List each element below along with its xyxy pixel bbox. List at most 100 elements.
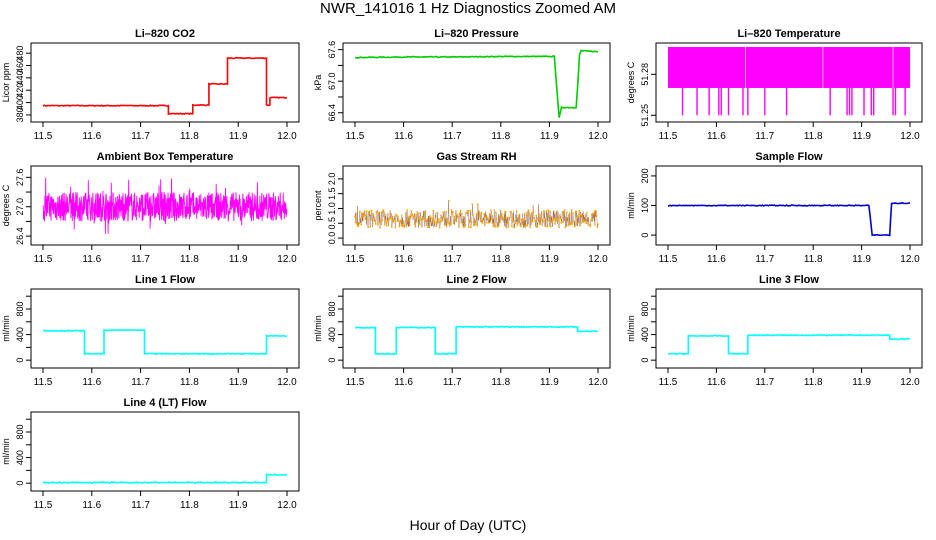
y-tick-label: 1.0 bbox=[327, 202, 337, 215]
series-point bbox=[402, 220, 405, 222]
series-point bbox=[358, 222, 361, 225]
x-tick-label: 11.6 bbox=[82, 131, 101, 142]
x-tick-label: 11.6 bbox=[394, 377, 413, 388]
series-point bbox=[408, 224, 411, 227]
series-point bbox=[419, 216, 422, 219]
x-tick-label: 11.5 bbox=[346, 131, 365, 142]
y-tick-label: 440 bbox=[15, 70, 25, 85]
panel-title: Li–820 Temperature bbox=[737, 28, 840, 40]
series-point bbox=[406, 219, 409, 222]
series-point bbox=[379, 219, 382, 222]
series-point bbox=[580, 214, 583, 217]
series-point bbox=[481, 222, 484, 224]
series-point bbox=[381, 219, 383, 222]
series-line bbox=[42, 473, 288, 484]
x-tick-label: 11.8 bbox=[804, 377, 823, 388]
series-point bbox=[561, 220, 563, 223]
panel-title: Li–820 CO2 bbox=[135, 28, 195, 40]
series-point bbox=[443, 223, 446, 226]
series-point bbox=[595, 210, 597, 213]
series-point bbox=[589, 225, 592, 228]
x-tick-label: 11.8 bbox=[491, 131, 510, 142]
series-point bbox=[359, 217, 362, 220]
series-point bbox=[397, 215, 399, 218]
series-point bbox=[463, 226, 465, 229]
series-point bbox=[376, 211, 379, 214]
series-point bbox=[545, 209, 548, 212]
series-point bbox=[413, 223, 416, 226]
series-point bbox=[458, 212, 461, 215]
series-point bbox=[438, 226, 441, 229]
y-tick-label: 460 bbox=[15, 58, 25, 73]
series-point bbox=[447, 199, 450, 202]
series-point bbox=[548, 215, 551, 218]
series-point bbox=[497, 225, 500, 227]
series-point bbox=[472, 224, 475, 227]
series-point bbox=[511, 225, 513, 228]
series-point bbox=[540, 217, 542, 219]
series-point bbox=[520, 218, 523, 221]
series-point bbox=[364, 218, 367, 221]
series-point bbox=[451, 213, 454, 215]
x-tick-label: 12.0 bbox=[277, 254, 297, 265]
x-tick-label: 11.8 bbox=[804, 254, 823, 265]
y-axis-label: ml/min bbox=[626, 192, 636, 219]
x-tick-label: 11.9 bbox=[229, 377, 248, 388]
series-point bbox=[588, 223, 591, 226]
series-point bbox=[356, 223, 358, 226]
series-point bbox=[539, 223, 542, 226]
series-point bbox=[502, 217, 505, 220]
x-tick-label: 12.0 bbox=[900, 254, 920, 265]
y-tick-label: 0 bbox=[327, 358, 337, 363]
y-tick-label: 420 bbox=[15, 83, 25, 98]
x-tick-label: 11.6 bbox=[82, 500, 101, 511]
series-point bbox=[585, 222, 588, 225]
panel-6: Sample Flow 11.5 11.6 11.7 11.8 11.9 12.0 0 100 2… bbox=[626, 151, 923, 265]
series-point bbox=[381, 210, 384, 213]
series-line bbox=[668, 201, 911, 237]
x-tick-label: 11.6 bbox=[707, 131, 726, 142]
y-tick-label: 66.4 bbox=[327, 104, 337, 122]
series-point bbox=[503, 213, 506, 216]
series-point bbox=[479, 220, 482, 223]
series-point bbox=[485, 221, 488, 224]
series-point bbox=[517, 221, 520, 224]
series-point bbox=[390, 226, 393, 228]
x-tick-label: 11.7 bbox=[755, 131, 774, 142]
series-point bbox=[440, 214, 442, 217]
series-point bbox=[460, 221, 463, 224]
series-point bbox=[578, 210, 581, 212]
series-point bbox=[415, 214, 417, 217]
series-point bbox=[547, 209, 550, 212]
series-point bbox=[454, 212, 457, 215]
y-tick-label: 400 bbox=[640, 327, 650, 342]
x-tick-label: 11.8 bbox=[491, 254, 510, 265]
series-point bbox=[382, 209, 385, 212]
x-axis-label: Hour of Day (UTC) bbox=[409, 517, 527, 533]
series-point bbox=[531, 220, 534, 223]
series-point bbox=[354, 215, 356, 218]
series-point bbox=[470, 226, 472, 229]
series-point bbox=[530, 220, 533, 222]
series-point bbox=[395, 213, 397, 216]
series-point bbox=[469, 209, 472, 212]
x-tick-label: 11.7 bbox=[131, 377, 150, 388]
series-point bbox=[449, 221, 451, 224]
x-tick-label: 11.7 bbox=[131, 254, 150, 265]
series-point bbox=[508, 216, 511, 219]
series-point bbox=[483, 224, 486, 227]
series-point bbox=[473, 222, 476, 225]
series-line bbox=[354, 325, 599, 356]
panel-4: Ambient Box Temperature 11.5 11.6 11.7 11.8 1… bbox=[1, 151, 300, 265]
x-tick-label: 11.5 bbox=[659, 377, 678, 388]
x-tick-label: 11.8 bbox=[180, 131, 199, 142]
series-point bbox=[565, 217, 567, 219]
x-tick-label: 11.5 bbox=[34, 131, 53, 142]
series-point bbox=[488, 218, 490, 221]
y-axis-label: degrees C bbox=[626, 61, 636, 103]
series-point bbox=[367, 226, 370, 229]
series-point bbox=[524, 226, 526, 229]
series-point bbox=[508, 218, 510, 221]
series-point bbox=[453, 215, 456, 218]
y-tick-label: 0 bbox=[640, 233, 650, 238]
